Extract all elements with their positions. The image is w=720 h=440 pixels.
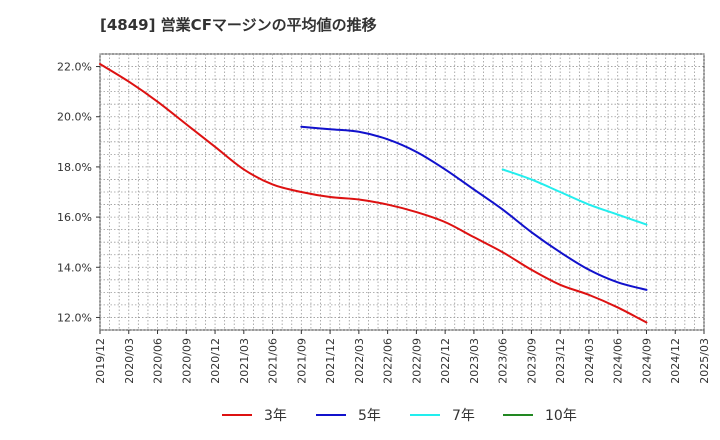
x-tick-label: 2024/12	[669, 338, 682, 384]
x-tick-label: 2023/03	[468, 338, 481, 384]
x-tick-label: 2020/12	[209, 338, 222, 384]
x-tick-label: 2021/09	[295, 338, 308, 384]
x-tick-label: 2025/03	[698, 338, 711, 384]
y-tick-label: 22.0%	[57, 61, 92, 74]
y-tick-label: 20.0%	[57, 111, 92, 124]
legend-item: 10年	[503, 404, 577, 426]
chart-title: [4849] 営業CFマージンの平均値の推移	[100, 16, 377, 34]
legend-item: 7年	[410, 404, 475, 426]
legend-item: 5年	[316, 404, 381, 426]
legend-swatch	[410, 414, 440, 416]
y-tick-label: 18.0%	[57, 161, 92, 174]
legend-swatch	[222, 414, 252, 416]
x-tick-label: 2021/03	[238, 338, 251, 384]
chart-legend: 3年 5年 7年 10年	[0, 404, 720, 426]
legend-swatch	[316, 414, 346, 416]
x-tick-label: 2024/09	[640, 338, 653, 384]
x-tick-label: 2022/12	[439, 338, 452, 384]
legend-label: 7年	[452, 408, 475, 424]
legend-label: 5年	[358, 408, 381, 424]
legend-item: 3年	[222, 404, 287, 426]
x-tick-label: 2023/12	[554, 338, 567, 384]
x-tick-label: 2024/06	[612, 338, 625, 384]
line-chart: 12.0% 14.0% 16.0% 18.0% 20.0% 22.0% 2019/12 202…	[57, 53, 711, 384]
x-tick-label: 2021/12	[324, 338, 337, 384]
x-tick-label: 2019/12	[94, 338, 107, 384]
y-tick-label: 16.0%	[57, 211, 92, 224]
x-tick-label: 2020/06	[152, 338, 165, 384]
x-tick-label: 2020/03	[123, 338, 136, 384]
x-tick-label: 2021/06	[267, 338, 280, 384]
x-tick-label: 2022/06	[382, 338, 395, 384]
series-line-1	[99, 63, 648, 324]
x-tick-label: 2023/09	[525, 338, 538, 384]
x-tick-label: 2022/09	[410, 338, 423, 384]
series-line-2	[300, 125, 648, 291]
x-tick-label: 2023/06	[497, 338, 510, 384]
x-tick-label: 2024/03	[583, 338, 596, 384]
x-tick-label: 2022/03	[353, 338, 366, 384]
x-tick-label: 2020/09	[180, 338, 193, 384]
y-tick-label: 14.0%	[57, 261, 92, 274]
legend-label: 10年	[545, 408, 577, 424]
legend-label: 3年	[264, 408, 287, 424]
legend-swatch	[503, 414, 533, 416]
y-tick-label: 12.0%	[57, 311, 92, 324]
series-line-3	[501, 168, 648, 226]
